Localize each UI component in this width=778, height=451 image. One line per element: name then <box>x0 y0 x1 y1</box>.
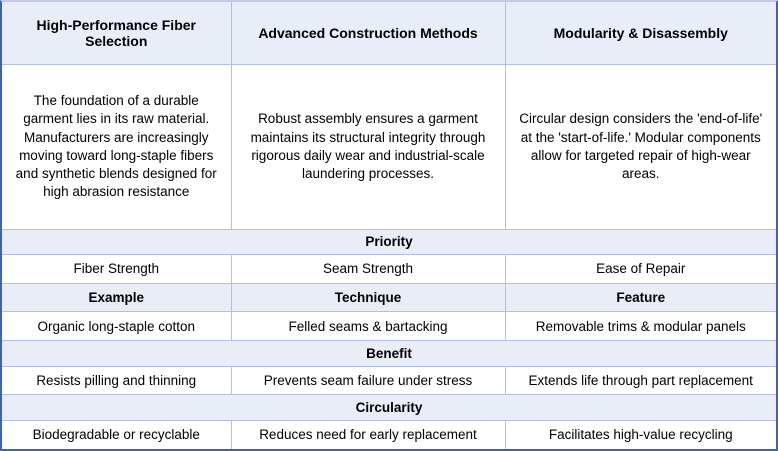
priority-value-ease-of-repair: Ease of Repair <box>504 254 776 284</box>
priority-values-row: Fiber Strength Seam Strength Ease of Rep… <box>2 254 776 284</box>
attribute-labels-row: Example Technique Feature <box>2 282 776 313</box>
circularity-section-row: Circularity <box>2 394 776 421</box>
attribute-value-technique: Felled seams & bartacking <box>230 311 506 342</box>
attribute-value-feature: Removable trims & modular panels <box>504 311 776 342</box>
benefit-values-row: Resists pilling and thinning Prevents se… <box>2 365 776 396</box>
circularity-value-fiber: Biodegradable or recyclable <box>2 419 232 449</box>
attribute-label-feature: Feature <box>504 282 776 313</box>
column-header-modularity-disassembly: Modularity & Disassembly <box>504 2 776 65</box>
circularity-section-label: Circularity <box>2 394 776 421</box>
description-row: The foundation of a durable garment lies… <box>2 63 776 230</box>
priority-section-label: Priority <box>2 228 776 256</box>
circularity-values-row: Biodegradable or recyclable Reduces need… <box>2 419 776 449</box>
priority-value-seam-strength: Seam Strength <box>230 254 506 284</box>
priority-value-fiber-strength: Fiber Strength <box>2 254 232 284</box>
benefit-section-row: Benefit <box>2 340 776 367</box>
column-header-construction-methods: Advanced Construction Methods <box>230 2 506 65</box>
attribute-values-row: Organic long-staple cotton Felled seams … <box>2 311 776 342</box>
attribute-label-example: Example <box>2 282 232 313</box>
attribute-label-technique: Technique <box>230 282 506 313</box>
benefit-value-fiber: Resists pilling and thinning <box>2 365 232 396</box>
priority-section-row: Priority <box>2 228 776 256</box>
attribute-value-example: Organic long-staple cotton <box>2 311 232 342</box>
circularity-value-construction: Reduces need for early replacement <box>230 419 506 449</box>
benefit-section-label: Benefit <box>2 340 776 367</box>
description-modularity-disassembly: Circular design considers the 'end-of-li… <box>504 63 776 230</box>
circularity-value-modularity: Facilitates high-value recycling <box>504 419 776 449</box>
benefit-value-modularity: Extends life through part replacement <box>504 365 776 396</box>
header-row: High-Performance Fiber Selection Advance… <box>2 2 776 65</box>
description-fiber-selection: The foundation of a durable garment lies… <box>2 63 232 230</box>
benefit-value-construction: Prevents seam failure under stress <box>230 365 506 396</box>
description-construction-methods: Robust assembly ensures a garment mainta… <box>230 63 506 230</box>
column-header-fiber-selection: High-Performance Fiber Selection <box>2 2 232 65</box>
